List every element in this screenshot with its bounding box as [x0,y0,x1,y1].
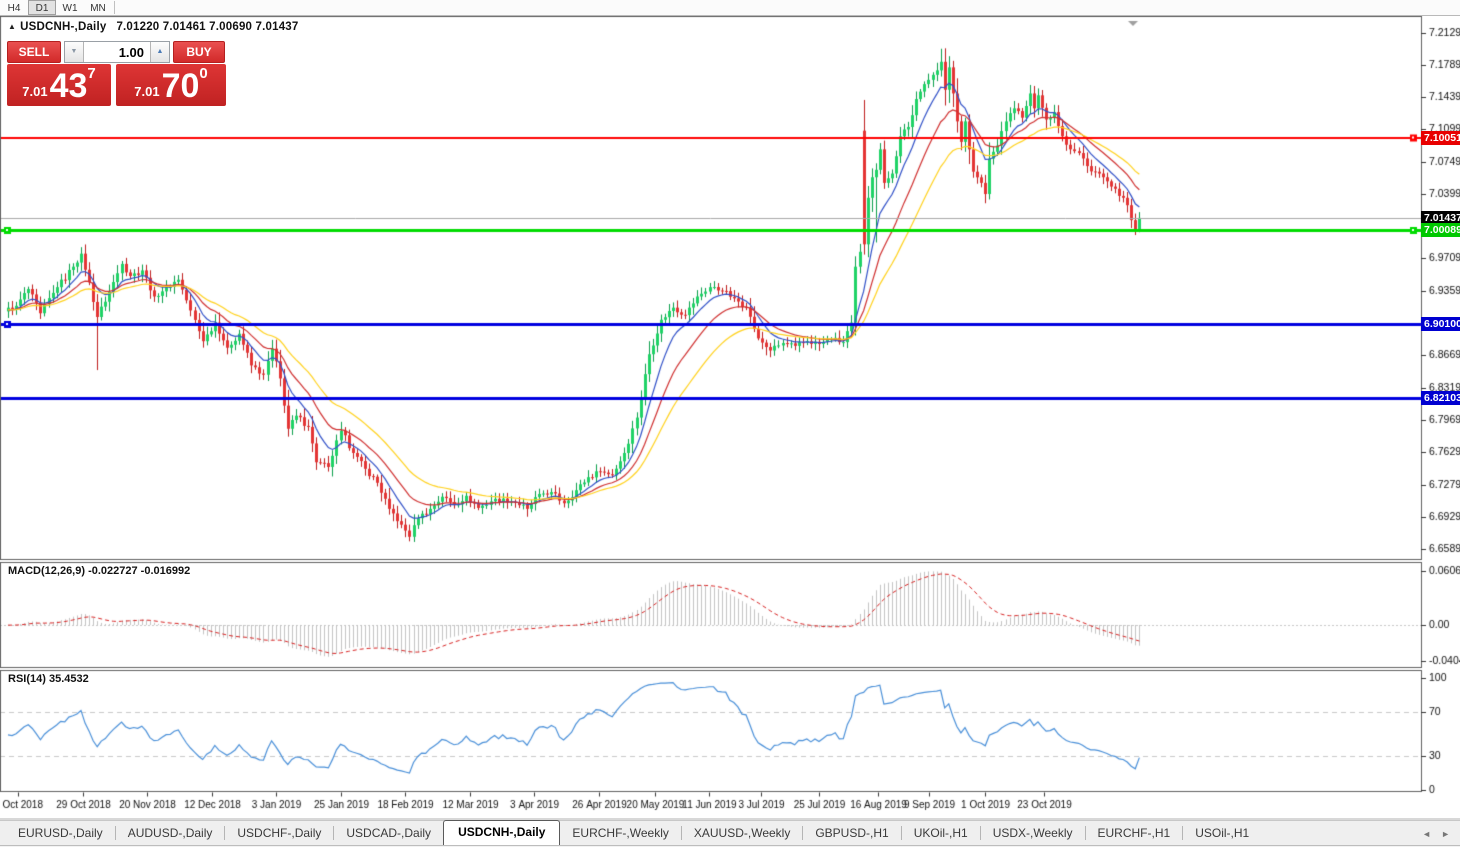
chart-tab-usdcad-daily[interactable]: USDCAD-,Daily [346,826,432,840]
volume-stepper: ▼ ▲ [64,41,170,63]
tab-separator [1182,826,1184,840]
tabs-scroll-left-icon[interactable]: ◄ [1422,829,1432,839]
buy-button[interactable]: BUY [173,41,225,63]
tab-separator [900,826,902,840]
chart-tab-ukoil-h1[interactable]: UKOil-,H1 [913,826,968,840]
tab-separator [1084,826,1086,840]
volume-increase-icon[interactable]: ▲ [150,42,169,62]
timeframe-button-H4[interactable]: H4 [7,3,21,14]
buy-price-button[interactable]: 7.01 70 0 [116,64,226,106]
chart-tab-usdchf-daily[interactable]: USDCHF-,Daily [237,826,322,840]
sell-button[interactable]: SELL [7,41,61,63]
chart-tab-eurchf-weekly[interactable]: EURCHF-,Weekly [572,826,669,840]
macd-indicator-label: MACD(12,26,9) -0.022727 -0.016992 [8,565,191,577]
chart-tab-eurchf-h1[interactable]: EURCHF-,H1 [1097,826,1171,840]
chart-tab-xauusd-weekly[interactable]: XAUUSD-,Weekly [693,826,791,840]
chart-tab-audusd-daily[interactable]: AUDUSD-,Daily [127,826,213,840]
buy-price-pips: 70 [161,67,200,105]
one-click-trading-panel: SELL ▼ ▲ BUY 7.01 43 7 7.01 70 0 [7,41,226,106]
sell-price-button[interactable]: 7.01 43 7 [7,64,111,106]
ohlc-values: 7.01220 7.01461 7.00690 7.01437 [116,21,299,33]
buy-price-big-figure: 7.01 [134,84,160,99]
collapse-triangle-icon: ▲ [8,22,17,31]
tabs-scroll-right-icon[interactable]: ► [1441,829,1450,839]
chart-tab-usdx-weekly[interactable]: USDX-,Weekly [992,826,1073,840]
chart-title: ▲ USDCNH-,Daily 7.01220 7.01461 7.00690 7.… [8,21,299,33]
timeframe-button-W1[interactable]: W1 [62,3,78,14]
chart-tabs-bar: EURUSD-,Daily AUDUSD-,Daily USDCHF-,Daily U… [0,820,1460,846]
window-divider [0,818,1460,820]
tab-separator [224,826,226,840]
rsi-indicator-label: RSI(14) 35.4532 [8,673,89,685]
timeframe-button-D1[interactable]: D1 [28,0,56,15]
chart-tab-usdcnh-daily[interactable]: USDCNH-,Daily [443,820,561,845]
chart-window: ▲ USDCNH-,Daily 7.01220 7.01461 7.00690 7.… [0,16,1460,818]
sell-price-big-figure: 7.01 [22,84,48,99]
volume-decrease-icon[interactable]: ▼ [65,42,84,62]
toolbar-separator [114,1,115,14]
tab-separator [979,826,981,840]
price-chart-canvas[interactable] [0,16,1460,818]
timeframe-button-MN[interactable]: MN [90,3,106,14]
tab-separator [333,826,335,840]
symbol-period-label: USDCNH-,Daily [20,21,107,33]
volume-input[interactable] [84,42,150,62]
chart-tab-usoil-h1[interactable]: USOil-,H1 [1195,826,1250,840]
sell-price-pips: 43 [49,67,88,105]
tab-separator [680,826,682,840]
tab-separator [802,826,804,840]
buy-price-point: 0 [199,65,208,82]
chart-tab-eurusd-daily[interactable]: EURUSD-,Daily [18,826,103,840]
sell-price-point: 7 [87,65,96,82]
chart-tab-gbpusd-h1[interactable]: GBPUSD-,H1 [815,826,889,840]
tab-separator [114,826,116,840]
timeframe-toolbar: H4 D1 W1 MN [0,0,1460,16]
